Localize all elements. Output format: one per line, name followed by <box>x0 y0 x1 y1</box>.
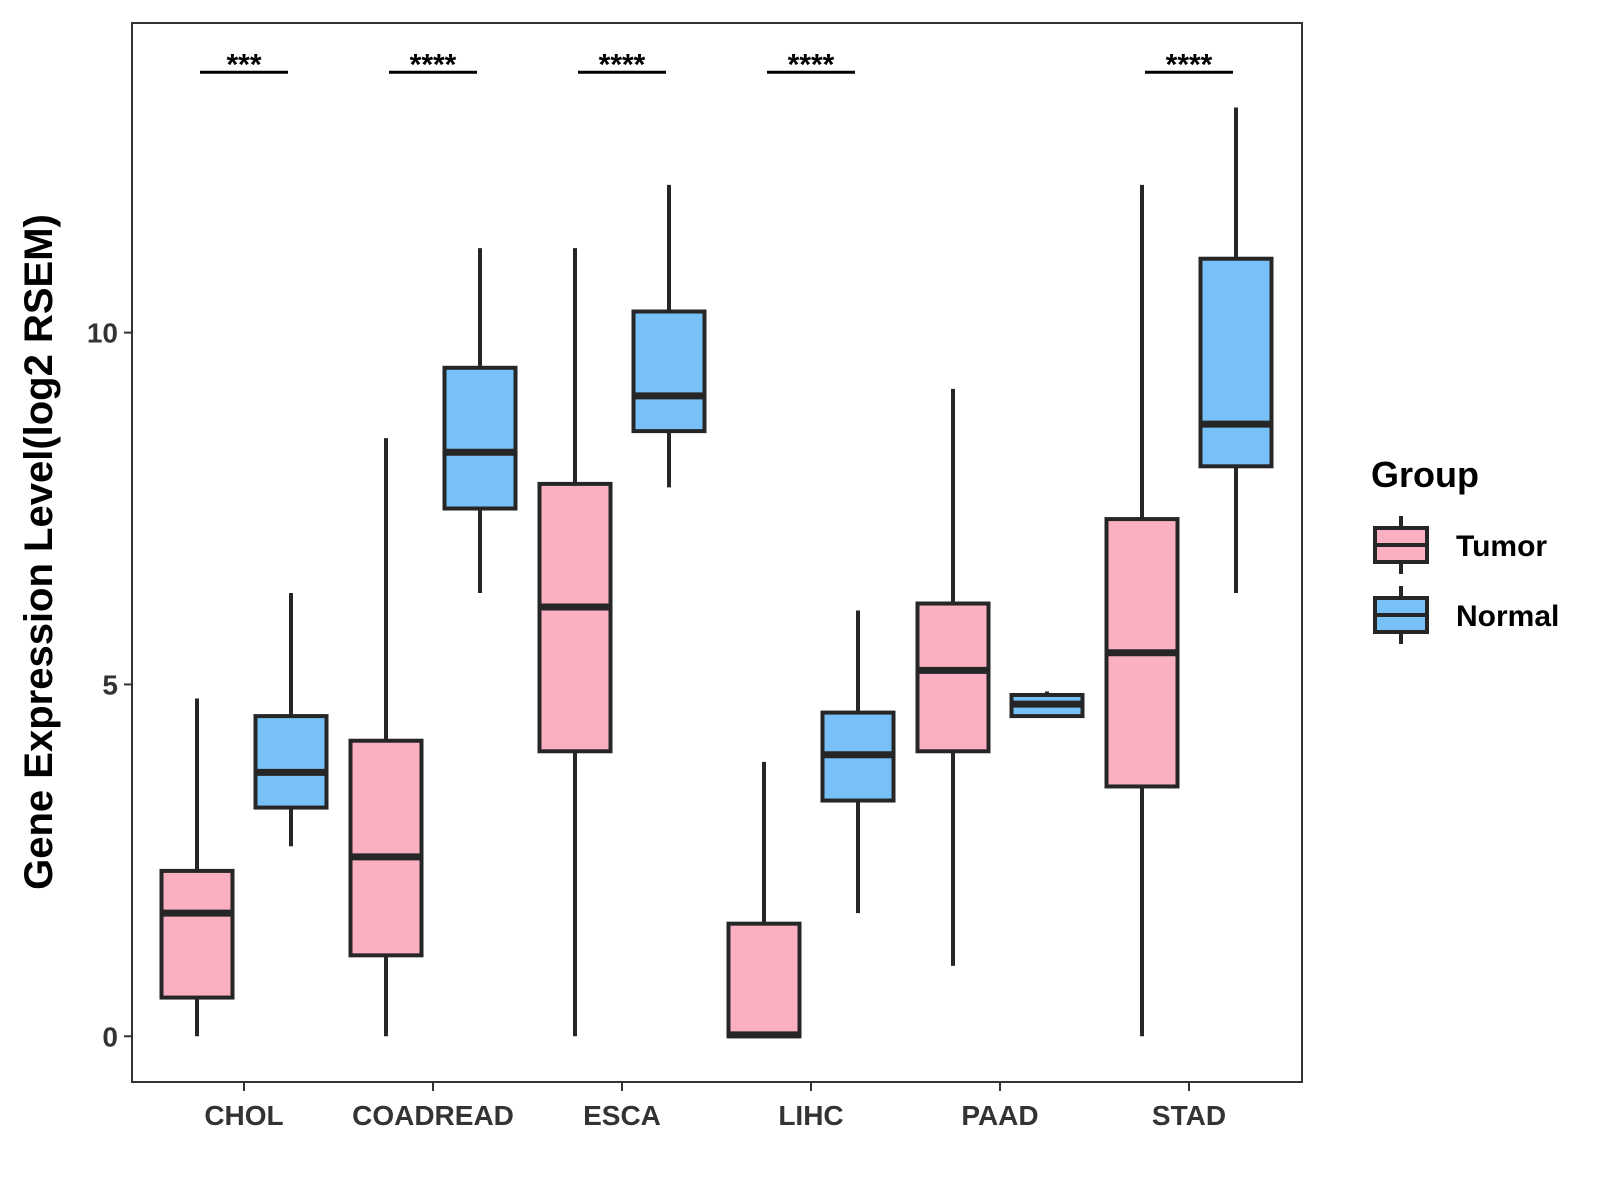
x-tick-label: LIHC <box>778 1100 843 1131</box>
normal-box-lihc <box>820 610 896 914</box>
x-tick-label: CHOL <box>204 1100 283 1131</box>
significance-label: **** <box>599 48 646 81</box>
box <box>159 868 235 1000</box>
y-tick-label: 0 <box>102 1021 118 1052</box>
significance-label: **** <box>410 48 457 81</box>
normal-box-esca <box>631 184 707 488</box>
significance-label: **** <box>1166 48 1213 81</box>
legend-item-normal: Normal <box>1373 586 1559 644</box>
y-tick-label: 10 <box>87 318 118 349</box>
boxes <box>159 107 1274 1039</box>
significance-label: **** <box>788 48 835 81</box>
x-tick-label: ESCA <box>583 1100 661 1131</box>
tumor-box-chol <box>159 698 235 1037</box>
y-axis-title: Gene Expression Level(log2 RSEM) <box>17 214 61 890</box>
normal-box-stad <box>1198 107 1274 593</box>
box <box>915 601 991 754</box>
box <box>348 738 424 958</box>
normal-box-chol <box>253 592 329 847</box>
legend-items: Tumor Normal <box>1373 516 1559 644</box>
legend-item-tumor: Tumor <box>1373 516 1547 574</box>
tumor-box-paad <box>915 388 991 966</box>
box <box>442 365 518 511</box>
x-tick-label: STAD <box>1152 1100 1226 1131</box>
x-tick-label: PAAD <box>961 1100 1038 1131</box>
tumor-box-lihc <box>726 761 802 1039</box>
significance-label: *** <box>226 48 261 81</box>
y-axis: 0 5 10 <box>87 318 132 1052</box>
tumor-box-esca <box>537 248 613 1037</box>
legend: Group Tumor Normal <box>1371 454 1559 644</box>
box <box>726 921 802 1039</box>
box <box>537 481 613 754</box>
box <box>1198 256 1274 469</box>
box <box>631 309 707 434</box>
tumor-box-stad <box>1104 184 1180 1037</box>
normal-box-coadread <box>442 248 518 593</box>
x-axis: CHOL COADREAD ESCA LIHC PAAD STAD <box>204 1082 1226 1131</box>
normal-box-paad <box>1009 691 1085 719</box>
tumor-box-coadread <box>348 438 424 1037</box>
legend-label: Normal <box>1456 600 1559 633</box>
box <box>253 714 329 810</box>
legend-title: Group <box>1371 454 1479 495</box>
legend-label: Tumor <box>1456 530 1547 563</box>
significance-annotations: *** **** **** **** **** <box>200 48 1233 81</box>
y-tick-label: 5 <box>102 669 118 700</box>
x-tick-label: COADREAD <box>352 1100 514 1131</box>
